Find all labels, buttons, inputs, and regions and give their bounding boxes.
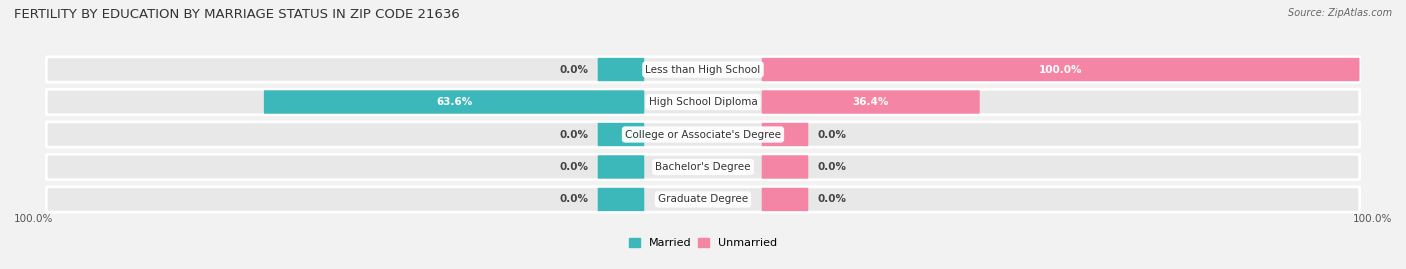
- FancyBboxPatch shape: [598, 58, 644, 81]
- FancyBboxPatch shape: [46, 122, 1360, 147]
- Text: Source: ZipAtlas.com: Source: ZipAtlas.com: [1288, 8, 1392, 18]
- FancyBboxPatch shape: [46, 187, 1360, 212]
- Legend: Married, Unmarried: Married, Unmarried: [624, 234, 782, 253]
- Text: 0.0%: 0.0%: [560, 194, 588, 204]
- FancyBboxPatch shape: [762, 123, 808, 146]
- Text: Bachelor's Degree: Bachelor's Degree: [655, 162, 751, 172]
- Text: Less than High School: Less than High School: [645, 65, 761, 75]
- FancyBboxPatch shape: [762, 188, 808, 211]
- Text: 63.6%: 63.6%: [436, 97, 472, 107]
- Text: 100.0%: 100.0%: [14, 214, 53, 224]
- Text: College or Associate's Degree: College or Associate's Degree: [626, 129, 780, 140]
- Text: 0.0%: 0.0%: [818, 162, 846, 172]
- FancyBboxPatch shape: [46, 154, 1360, 180]
- FancyBboxPatch shape: [46, 57, 1360, 82]
- FancyBboxPatch shape: [762, 155, 808, 179]
- Text: 0.0%: 0.0%: [560, 162, 588, 172]
- Text: Graduate Degree: Graduate Degree: [658, 194, 748, 204]
- Text: 36.4%: 36.4%: [852, 97, 889, 107]
- Text: FERTILITY BY EDUCATION BY MARRIAGE STATUS IN ZIP CODE 21636: FERTILITY BY EDUCATION BY MARRIAGE STATU…: [14, 8, 460, 21]
- FancyBboxPatch shape: [762, 58, 1360, 81]
- FancyBboxPatch shape: [598, 155, 644, 179]
- Text: 0.0%: 0.0%: [560, 65, 588, 75]
- FancyBboxPatch shape: [598, 123, 644, 146]
- Text: 100.0%: 100.0%: [1353, 214, 1392, 224]
- Text: 100.0%: 100.0%: [1039, 65, 1083, 75]
- Text: 0.0%: 0.0%: [818, 194, 846, 204]
- Text: 0.0%: 0.0%: [818, 129, 846, 140]
- FancyBboxPatch shape: [762, 90, 980, 114]
- FancyBboxPatch shape: [46, 89, 1360, 115]
- Text: High School Diploma: High School Diploma: [648, 97, 758, 107]
- Text: 0.0%: 0.0%: [560, 129, 588, 140]
- FancyBboxPatch shape: [264, 90, 644, 114]
- FancyBboxPatch shape: [598, 188, 644, 211]
